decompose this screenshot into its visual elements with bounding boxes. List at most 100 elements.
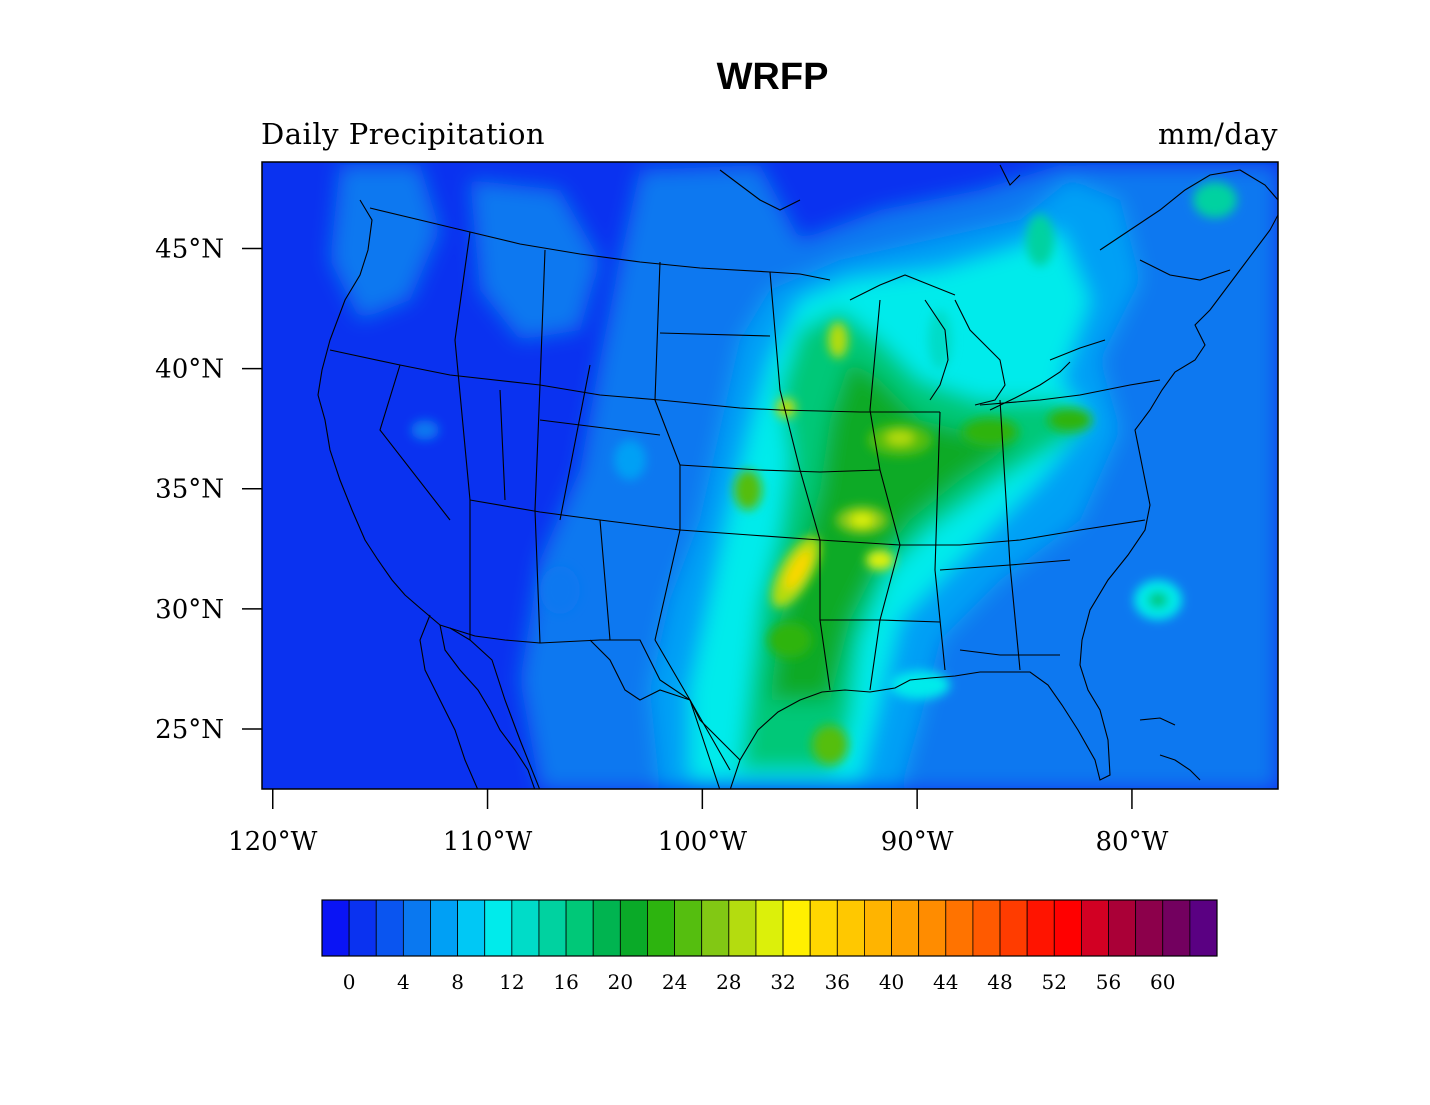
lat-tick-label: 30°N: [155, 595, 224, 625]
colorbar-swatch: [1135, 899, 1164, 957]
colorbar-swatch: [728, 899, 757, 957]
map-frame: [261, 161, 1279, 790]
colorbar-swatch: [782, 899, 811, 957]
colorbar-tick-label: 8: [451, 970, 464, 994]
latitude-ticks: 45°N 40°N 35°N 30°N 25°N: [155, 234, 262, 745]
lon-tick-label: 120°W: [228, 827, 318, 857]
units-label: mm/day: [1157, 117, 1278, 151]
field-band-light-mid: [470, 180, 600, 340]
colorbar-swatch: [348, 899, 377, 957]
max-atlantic-core: [1148, 592, 1168, 608]
max-arkansas-core: [850, 513, 874, 527]
max-west-gulf: [890, 671, 950, 699]
colorbar-tick-label: 12: [499, 970, 524, 994]
colorbar-tick-label: 16: [553, 970, 578, 994]
coastline-mexico: [449, 627, 721, 789]
max-gulf: [812, 725, 848, 765]
blob-mexico: [540, 566, 580, 614]
plot-title: WRFP: [716, 56, 829, 98]
longitude-ticks: 120°W 110°W 100°W 90°W 80°W: [228, 789, 1169, 857]
colorbar-tick-label: 40: [879, 970, 904, 994]
colorbar-swatch: [755, 899, 784, 957]
lat-tick-label: 40°N: [155, 355, 224, 385]
colorbar-swatch: [972, 899, 1001, 957]
colorbar-tick-label: 60: [1150, 970, 1175, 994]
field-band-green-dark: [770, 360, 1020, 700]
map-area: [262, 162, 1278, 789]
colorbar-tick-label: 44: [933, 970, 958, 994]
max-indiana: [962, 418, 1018, 446]
max-ohio: [1048, 408, 1092, 432]
max-canada-east: [1026, 214, 1054, 266]
colorbar-frame: [321, 899, 1218, 957]
river-rio-grande: [654, 639, 741, 761]
precipitation-maxima: [411, 182, 1237, 765]
colorbar-swatch: [891, 899, 920, 957]
great-lakes: [849, 274, 1106, 411]
state-lines-vertical: [379, 231, 1021, 691]
colorbar-swatch: [538, 899, 567, 957]
lon-tick-label: 90°W: [881, 827, 954, 857]
colorbar-tick-label: 52: [1042, 970, 1067, 994]
canada-east-coast: [1099, 169, 1278, 281]
coastline-baja: [419, 614, 536, 789]
left-string: Daily Precipitation: [261, 117, 546, 151]
colorbar-swatch: [511, 899, 540, 957]
colorbar-swatch: [430, 899, 459, 957]
max-iowa: [828, 322, 848, 358]
colorbar-swatch: [701, 899, 730, 957]
colorbar-tick-label: 56: [1096, 970, 1121, 994]
colorbar-swatch: [945, 899, 974, 957]
field-band-light-west: [330, 165, 440, 320]
colorbar-tick-label: 48: [987, 970, 1012, 994]
blob-colorado: [614, 440, 646, 480]
colorbar-swatch: [1162, 899, 1191, 957]
coastline-gulf: [729, 639, 1111, 789]
us-mexico-border: [439, 624, 731, 771]
colorbar-tick-label: 4: [397, 970, 410, 994]
max-kansas: [776, 398, 796, 418]
colorbar-swatch: [836, 899, 865, 957]
max-oklahoma: [734, 470, 762, 510]
colorbar-swatch: [1053, 899, 1082, 957]
blob-great-lakes: [928, 310, 952, 370]
colorbar-labels: 0 4 8 12 16 20 24 28 32 36 40 44 48 52 56 60: [343, 970, 1176, 994]
colorbar-tick-label: 0: [343, 970, 356, 994]
colorbar-swatch: [457, 899, 486, 957]
map-outlines: [317, 164, 1278, 789]
colorbar-swatch: [402, 899, 431, 957]
colorbar: [321, 899, 1218, 957]
colorbar-tick-label: 32: [770, 970, 795, 994]
colorbar-swatch: [321, 899, 350, 957]
lat-tick-label: 45°N: [155, 234, 224, 264]
colorbar-tick-label: 28: [716, 970, 741, 994]
colorbar-swatch: [1108, 899, 1137, 957]
colorbar-swatch: [1026, 899, 1055, 957]
colorbar-swatch: [565, 899, 594, 957]
colorbar-swatch: [647, 899, 675, 957]
max-missouri-core: [886, 431, 914, 445]
colorbar-tick-label: 36: [825, 970, 850, 994]
blob-nevada: [411, 420, 439, 440]
colorbar-swatch: [864, 899, 892, 957]
lat-tick-label: 35°N: [155, 475, 224, 505]
colorbar-swatch: [809, 899, 838, 957]
lon-tick-label: 100°W: [658, 827, 748, 857]
colorbar-tick-label: 24: [662, 970, 687, 994]
colorbar-swatch: [999, 899, 1028, 957]
max-louisiana: [866, 550, 894, 570]
coastline-east: [1081, 214, 1278, 641]
colorbar-swatch: [484, 899, 513, 957]
colorbar-swatch: [375, 899, 404, 957]
coastline-west: [317, 199, 441, 626]
us-canada-border: [369, 207, 831, 281]
max-texas-core: [785, 550, 811, 590]
colorbar-swatch: [918, 899, 947, 957]
max-east-texas: [768, 622, 812, 658]
lon-tick-label: 80°W: [1096, 827, 1169, 857]
colorbar-tick-label: 20: [608, 970, 633, 994]
colorbar-swatch: [619, 899, 648, 957]
lat-tick-label: 25°N: [155, 715, 224, 745]
canada-hudson: [719, 164, 1021, 211]
